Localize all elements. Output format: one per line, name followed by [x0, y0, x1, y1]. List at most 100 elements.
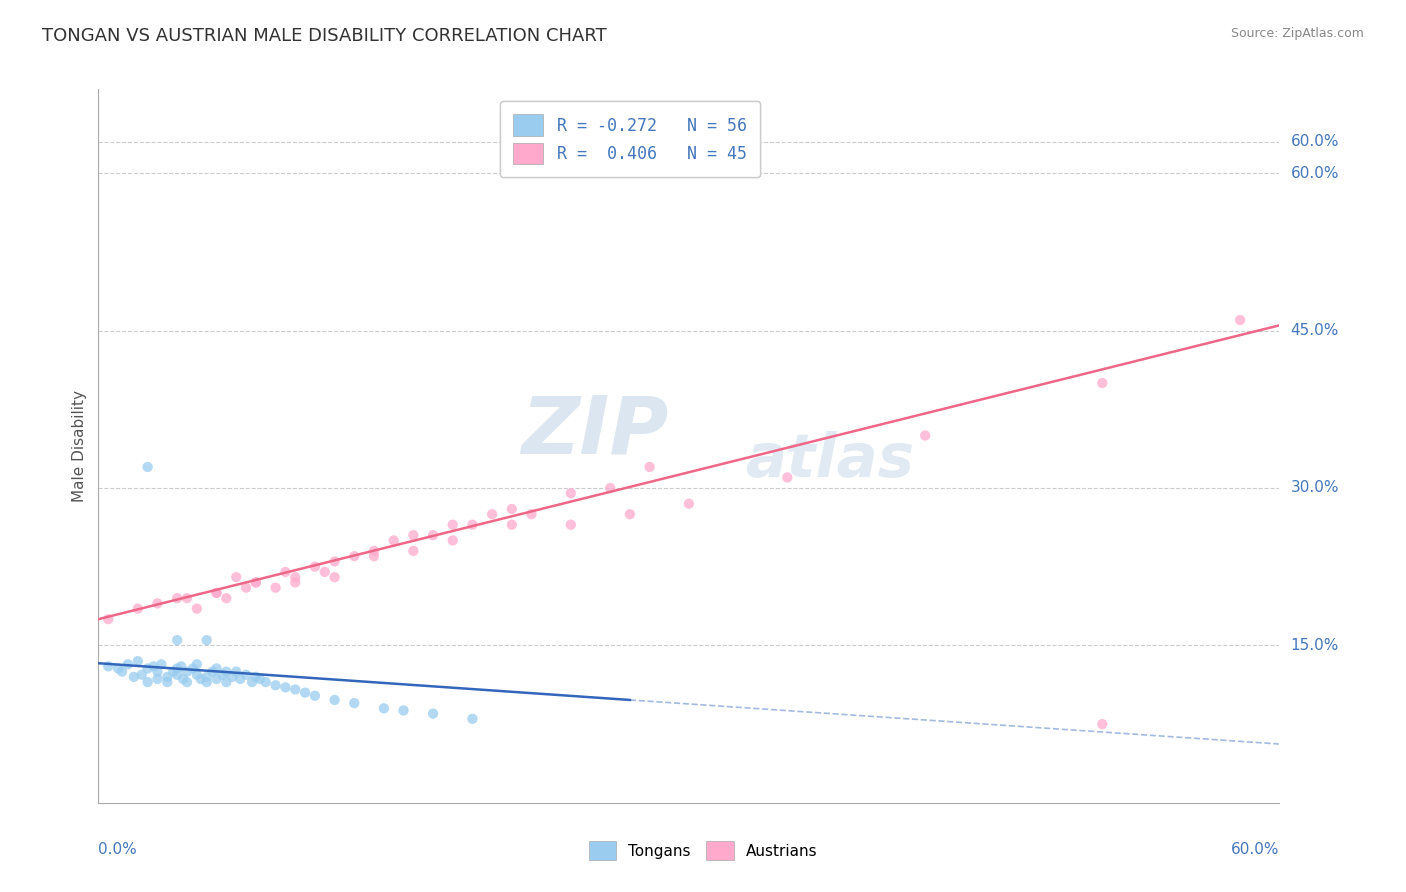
Point	[195, 675, 218, 690]
Point	[146, 665, 169, 679]
Point	[156, 675, 179, 690]
Point	[392, 703, 415, 717]
Point	[229, 672, 252, 686]
Point	[304, 559, 326, 574]
Point	[195, 633, 218, 648]
Point	[166, 633, 188, 648]
Point	[382, 533, 405, 548]
Point	[142, 659, 165, 673]
Text: 60.0%: 60.0%	[1232, 842, 1279, 856]
Point	[211, 667, 233, 681]
Text: TONGAN VS AUSTRIAN MALE DISABILITY CORRELATION CHART: TONGAN VS AUSTRIAN MALE DISABILITY CORRE…	[42, 27, 607, 45]
Point	[136, 661, 159, 675]
Point	[284, 570, 307, 584]
Point	[1229, 313, 1251, 327]
Point	[122, 670, 145, 684]
Point	[166, 661, 188, 675]
Legend: Tongans, Austrians: Tongans, Austrians	[582, 835, 824, 866]
Point	[619, 507, 641, 521]
Point	[97, 659, 120, 673]
Point	[107, 661, 129, 675]
Point	[186, 657, 208, 672]
Point	[201, 665, 224, 679]
Point	[245, 575, 267, 590]
Y-axis label: Male Disability: Male Disability	[72, 390, 87, 502]
Point	[136, 460, 159, 475]
Point	[363, 544, 385, 558]
Point	[323, 570, 346, 584]
Point	[146, 672, 169, 686]
Point	[205, 661, 228, 675]
Text: 60.0%: 60.0%	[1291, 166, 1339, 181]
Point	[264, 678, 287, 692]
Point	[176, 675, 198, 690]
Point	[678, 497, 700, 511]
Point	[294, 685, 316, 699]
Point	[205, 672, 228, 686]
Point	[314, 565, 336, 579]
Point	[501, 517, 523, 532]
Point	[245, 575, 267, 590]
Point	[181, 661, 204, 675]
Point	[186, 667, 208, 681]
Point	[235, 667, 257, 681]
Point	[284, 575, 307, 590]
Legend: R = -0.272   N = 56, R =  0.406   N = 45: R = -0.272 N = 56, R = 0.406 N = 45	[501, 101, 759, 178]
Point	[136, 675, 159, 690]
Point	[441, 517, 464, 532]
Point	[146, 596, 169, 610]
Point	[441, 533, 464, 548]
Point	[422, 706, 444, 721]
Point	[156, 670, 179, 684]
Point	[343, 549, 366, 564]
Point	[221, 670, 243, 684]
Point	[172, 672, 194, 686]
Point	[176, 591, 198, 606]
Point	[195, 670, 218, 684]
Point	[131, 667, 153, 681]
Point	[461, 517, 484, 532]
Text: 15.0%: 15.0%	[1291, 638, 1339, 653]
Point	[1091, 376, 1114, 390]
Point	[127, 654, 149, 668]
Point	[638, 460, 661, 475]
Point	[776, 470, 799, 484]
Point	[304, 689, 326, 703]
Point	[560, 517, 582, 532]
Point	[402, 544, 425, 558]
Point	[274, 681, 297, 695]
Point	[284, 682, 307, 697]
Point	[363, 549, 385, 564]
Point	[501, 502, 523, 516]
Point	[249, 672, 271, 686]
Point	[323, 693, 346, 707]
Point	[264, 581, 287, 595]
Point	[481, 507, 503, 521]
Point	[186, 601, 208, 615]
Point	[343, 696, 366, 710]
Text: 30.0%: 30.0%	[1291, 481, 1339, 495]
Point	[520, 507, 543, 521]
Point	[599, 481, 621, 495]
Point	[215, 591, 238, 606]
Point	[176, 665, 198, 679]
Point	[205, 586, 228, 600]
Point	[373, 701, 395, 715]
Point	[1091, 717, 1114, 731]
Point	[225, 570, 247, 584]
Point	[274, 565, 297, 579]
Point	[323, 554, 346, 568]
Point	[162, 665, 184, 679]
Text: Source: ZipAtlas.com: Source: ZipAtlas.com	[1230, 27, 1364, 40]
Point	[166, 591, 188, 606]
Point	[127, 601, 149, 615]
Point	[205, 586, 228, 600]
Point	[914, 428, 936, 442]
Point	[225, 665, 247, 679]
Point	[117, 657, 139, 672]
Point	[240, 675, 263, 690]
Point	[111, 665, 134, 679]
Text: 45.0%: 45.0%	[1291, 323, 1339, 338]
Point	[422, 528, 444, 542]
Text: 60.0%: 60.0%	[1291, 134, 1339, 149]
